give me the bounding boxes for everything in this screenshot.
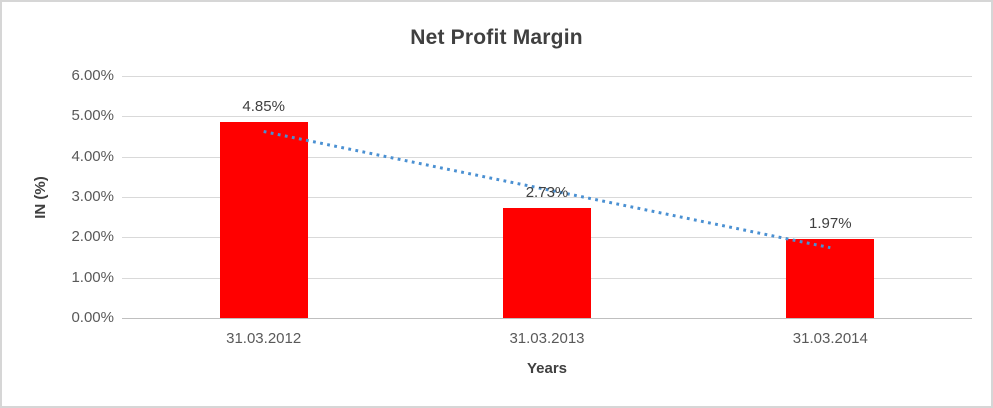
y-tick-label: 2.00% (71, 228, 114, 246)
bar-31.03.2013[interactable] (503, 207, 591, 318)
y-tick-label: 0.00% (71, 309, 114, 326)
y-tick-label: 6.00% (71, 67, 114, 84)
x-tick-label: 31.03.2013 (509, 330, 585, 347)
plot-area: 4.85% 2.73% 1.97% (122, 76, 972, 319)
chart-title: Net Profit Margin (410, 26, 583, 49)
x-tick-label: 31.03.2012 (226, 330, 302, 347)
trendline[interactable] (263, 130, 831, 250)
data-label: 4.85% (242, 98, 285, 116)
bar-31.03.2012[interactable] (219, 122, 308, 318)
y-tick-label: 4.00% (71, 147, 114, 165)
data-label: 2.73% (525, 183, 569, 201)
x-tick-label: 31.03.2014 (792, 330, 868, 347)
y-tick-label: 3.00% (71, 188, 114, 205)
gridline (122, 156, 972, 158)
gridline (122, 76, 972, 77)
data-label: 1.97% (809, 214, 852, 232)
gridline (122, 116, 972, 118)
x-axis-title: Years (526, 360, 568, 377)
x-axis-line (122, 318, 972, 319)
y-tick-label: 5.00% (71, 107, 114, 125)
trendline-layer (263, 130, 831, 250)
bar-31.03.2014[interactable] (786, 238, 875, 318)
y-tick-label: 1.00% (71, 268, 114, 286)
gridline (122, 197, 972, 198)
